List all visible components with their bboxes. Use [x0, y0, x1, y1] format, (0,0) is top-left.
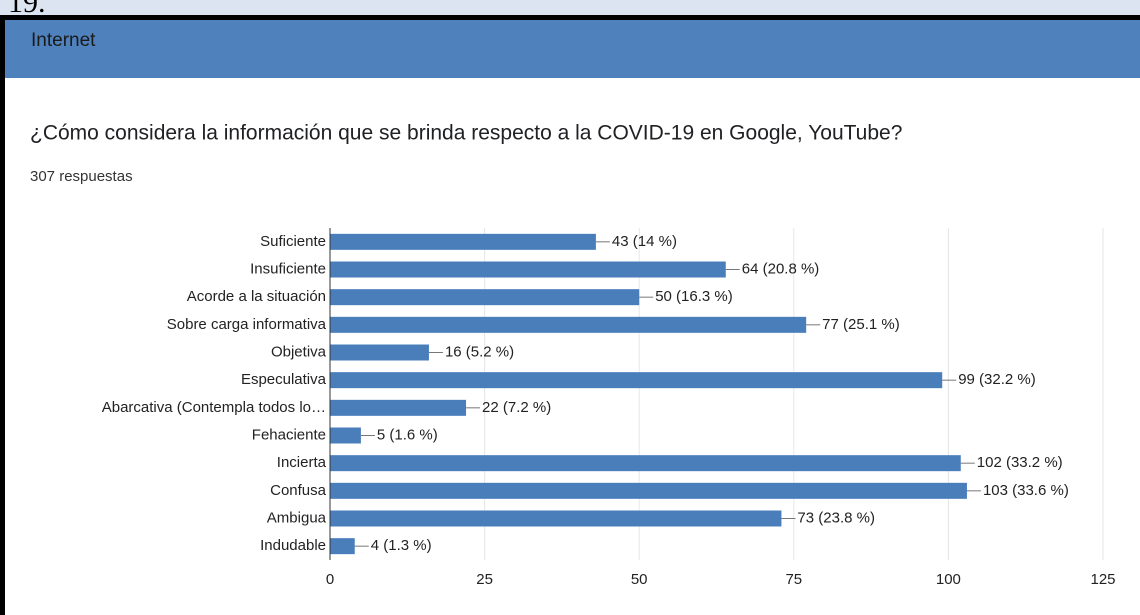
data-label: 77 (25.1 %) [822, 316, 900, 333]
y-tick-label: Incierta [277, 454, 327, 471]
data-label: 103 (33.6 %) [983, 482, 1069, 499]
data-label: 50 (16.3 %) [655, 288, 733, 305]
section-header: Internet [5, 20, 1140, 78]
bar [330, 399, 467, 416]
chart-title: ¿Cómo considera la información que se br… [30, 122, 902, 145]
data-label: 43 (14 %) [612, 233, 677, 250]
y-tick-label: Sobre carga informativa [167, 316, 327, 333]
y-tick-label: Suficiente [260, 233, 326, 250]
data-label: 4 (1.3 %) [371, 537, 432, 554]
bar [330, 538, 355, 555]
data-label: 16 (5.2 %) [445, 343, 514, 360]
x-tick-label: 25 [476, 571, 493, 588]
bar [330, 455, 961, 472]
y-tick-label: Indudable [260, 537, 326, 554]
x-tick-label: 75 [785, 571, 802, 588]
data-label: 102 (33.2 %) [977, 454, 1063, 471]
bar [330, 427, 361, 444]
x-tick-label: 0 [326, 571, 334, 588]
x-tick-label: 125 [1090, 571, 1115, 588]
bar [330, 372, 943, 389]
y-tick-label: Especulativa [241, 371, 327, 388]
y-tick-label: Fehaciente [252, 426, 326, 443]
bar [330, 316, 807, 333]
bar [330, 233, 596, 250]
y-tick-label: Confusa [270, 482, 327, 499]
x-tick-label: 100 [936, 571, 961, 588]
x-tick-label: 50 [631, 571, 648, 588]
bar [330, 289, 640, 306]
y-tick-label: Acorde a la situación [187, 288, 326, 305]
y-tick-label: Abarcativa (Contempla todos lo… [102, 399, 326, 416]
bar [330, 344, 429, 361]
data-label: 64 (20.8 %) [742, 260, 820, 277]
bar [330, 261, 726, 278]
chart-subtitle: 307 respuestas [30, 168, 133, 185]
y-tick-label: Objetiva [271, 343, 327, 360]
bar [330, 482, 967, 499]
y-tick-label: Ambigua [267, 509, 327, 526]
data-label: 22 (7.2 %) [482, 399, 551, 416]
question-number: 19. [8, 0, 46, 19]
data-label: 99 (32.2 %) [958, 371, 1036, 388]
data-label: 73 (23.8 %) [797, 509, 875, 526]
bar [330, 510, 782, 527]
data-label: 5 (1.6 %) [377, 426, 438, 443]
y-tick-label: Insuficiente [250, 260, 326, 277]
